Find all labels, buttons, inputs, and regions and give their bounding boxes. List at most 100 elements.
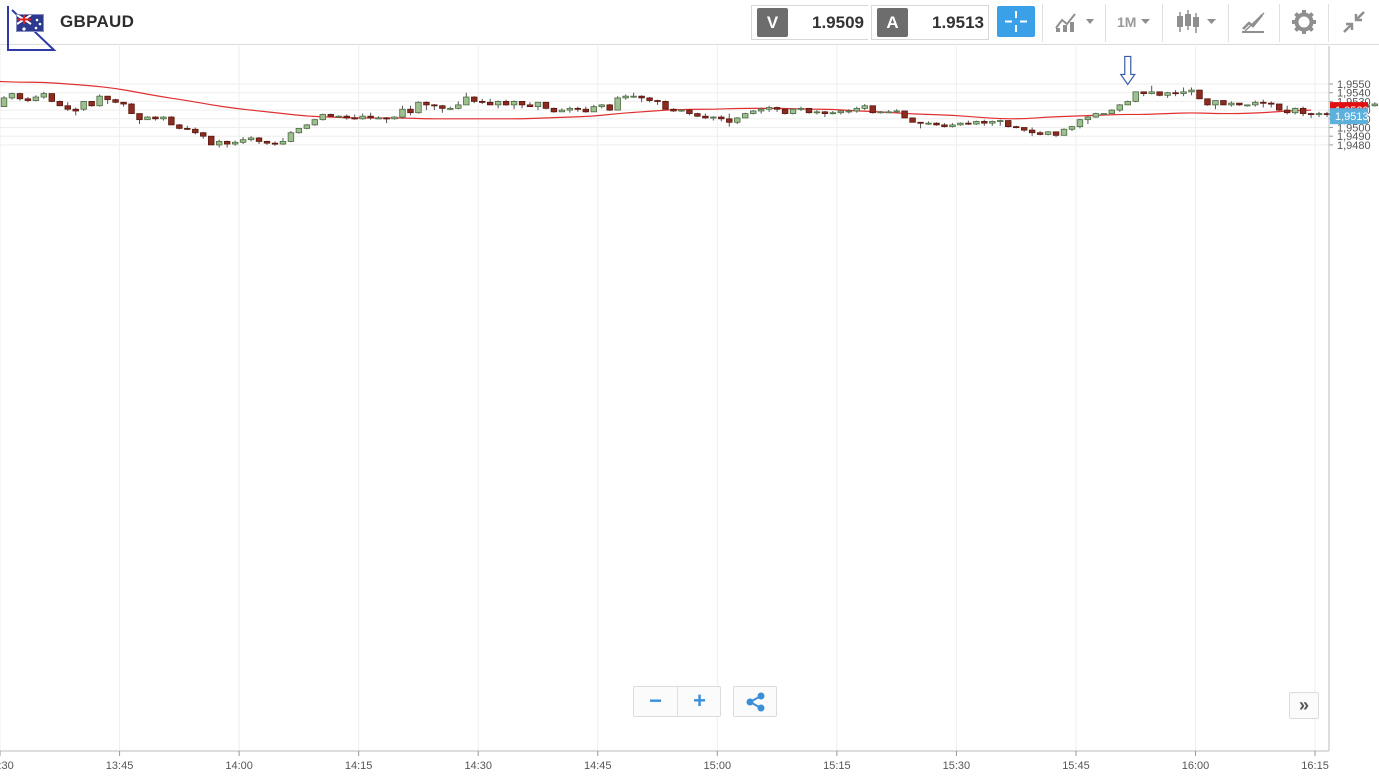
- price-chart[interactable]: 1,95501,95401,95301,95201,95101,95001,94…: [0, 46, 1379, 781]
- zoom-controls: − +: [633, 686, 721, 717]
- drawing-tools-button[interactable]: [1240, 8, 1268, 36]
- candle-body: [550, 107, 558, 113]
- candle: [1323, 111, 1331, 118]
- moving-average-line: [0, 80, 1312, 120]
- candle: [208, 135, 215, 146]
- candle-body: [271, 142, 279, 145]
- candle-body: [152, 116, 159, 120]
- candle-body: [502, 101, 510, 106]
- chevron-down-icon: [1141, 19, 1150, 24]
- candle: [646, 97, 653, 103]
- candle-body: [255, 137, 263, 142]
- collapse-button[interactable]: [1340, 8, 1368, 36]
- candle-body: [72, 108, 79, 112]
- candle-body: [1012, 126, 1020, 129]
- candle: [558, 108, 566, 113]
- scroll-to-end-button[interactable]: »: [1289, 692, 1319, 719]
- candle-body: [415, 101, 422, 114]
- candle-body: [957, 122, 964, 126]
- candle: [104, 95, 111, 105]
- candle: [192, 127, 199, 135]
- candle: [319, 113, 326, 121]
- candle-body: [781, 108, 789, 114]
- bid-price-tag-bg: [1330, 108, 1368, 125]
- candle: [1076, 118, 1084, 129]
- timeframe-selector[interactable]: 1M: [1117, 14, 1137, 30]
- candle-body: [901, 110, 908, 119]
- candle-body: [311, 119, 319, 126]
- zoom-in-button[interactable]: +: [693, 688, 706, 713]
- candle-body: [335, 115, 342, 118]
- symbol-title: GBPAUD: [60, 12, 135, 31]
- candle: [582, 106, 590, 113]
- candle-body: [1188, 89, 1195, 93]
- candle: [757, 107, 765, 114]
- candle: [590, 104, 597, 113]
- candle-body: [1005, 120, 1012, 128]
- candle-body: [877, 111, 884, 114]
- candle: [1204, 98, 1211, 106]
- y-tick-label: 1,9550: [1337, 79, 1371, 91]
- candle-body: [359, 115, 366, 120]
- ask-price-box[interactable]: A 1.9513: [871, 5, 989, 40]
- candle: [120, 101, 127, 107]
- bid-price-box[interactable]: V 1.9509: [751, 5, 868, 40]
- candle: [726, 113, 733, 127]
- candle: [215, 139, 223, 148]
- candle-body: [1116, 104, 1123, 111]
- settings-button[interactable]: [1290, 8, 1318, 36]
- x-tick-label: 14:15: [345, 760, 373, 772]
- candle-body: [598, 104, 605, 108]
- candle-body: [407, 108, 414, 114]
- candle-body: [973, 121, 980, 125]
- candle: [1228, 101, 1235, 107]
- candle: [654, 99, 661, 105]
- candle: [271, 141, 279, 146]
- candle-body: [949, 124, 956, 128]
- candle-body: [542, 101, 550, 109]
- candle-body: [431, 104, 438, 107]
- indicators-icon: [1055, 13, 1094, 32]
- candle-body: [534, 101, 542, 108]
- crosshair-button[interactable]: [997, 6, 1035, 37]
- chart-type-button[interactable]: [1175, 8, 1221, 36]
- candle: [1371, 102, 1379, 107]
- candle-body: [997, 120, 1004, 122]
- chart-toolbar: GBPAUD V 1.9509 A 1.9513 1M: [0, 0, 1379, 51]
- candle-body: [1291, 107, 1299, 114]
- candle: [933, 122, 940, 126]
- candle-body: [120, 101, 127, 105]
- x-tick-label: 16:15: [1301, 760, 1329, 772]
- candle-body: [263, 141, 271, 144]
- candle: [247, 136, 255, 142]
- candle-body: [184, 127, 191, 130]
- candle: [542, 101, 550, 110]
- candle: [997, 119, 1004, 126]
- candle-body: [582, 108, 590, 113]
- candle-body: [662, 101, 669, 110]
- candle: [399, 105, 406, 119]
- candle: [80, 101, 87, 111]
- candle-body: [702, 115, 709, 119]
- candle-body: [16, 93, 24, 100]
- candle: [1005, 120, 1012, 128]
- indicators-button[interactable]: [1053, 8, 1099, 36]
- candle: [263, 140, 271, 145]
- candle: [893, 109, 900, 113]
- candle: [16, 92, 24, 101]
- candle: [1060, 128, 1068, 136]
- candle: [311, 118, 319, 126]
- candle-body: [168, 116, 175, 126]
- candle-body: [1100, 113, 1108, 115]
- share-button[interactable]: [733, 686, 777, 717]
- candle-body: [1124, 101, 1131, 106]
- candle: [694, 112, 701, 118]
- zoom-out-button[interactable]: −: [649, 688, 662, 713]
- candle-body: [526, 104, 534, 108]
- ask-price: 1.9513: [932, 13, 984, 32]
- candle: [917, 121, 924, 129]
- candle: [1132, 91, 1139, 103]
- bid-label: V: [757, 8, 788, 37]
- candle: [1164, 91, 1171, 98]
- candle-body: [239, 139, 247, 143]
